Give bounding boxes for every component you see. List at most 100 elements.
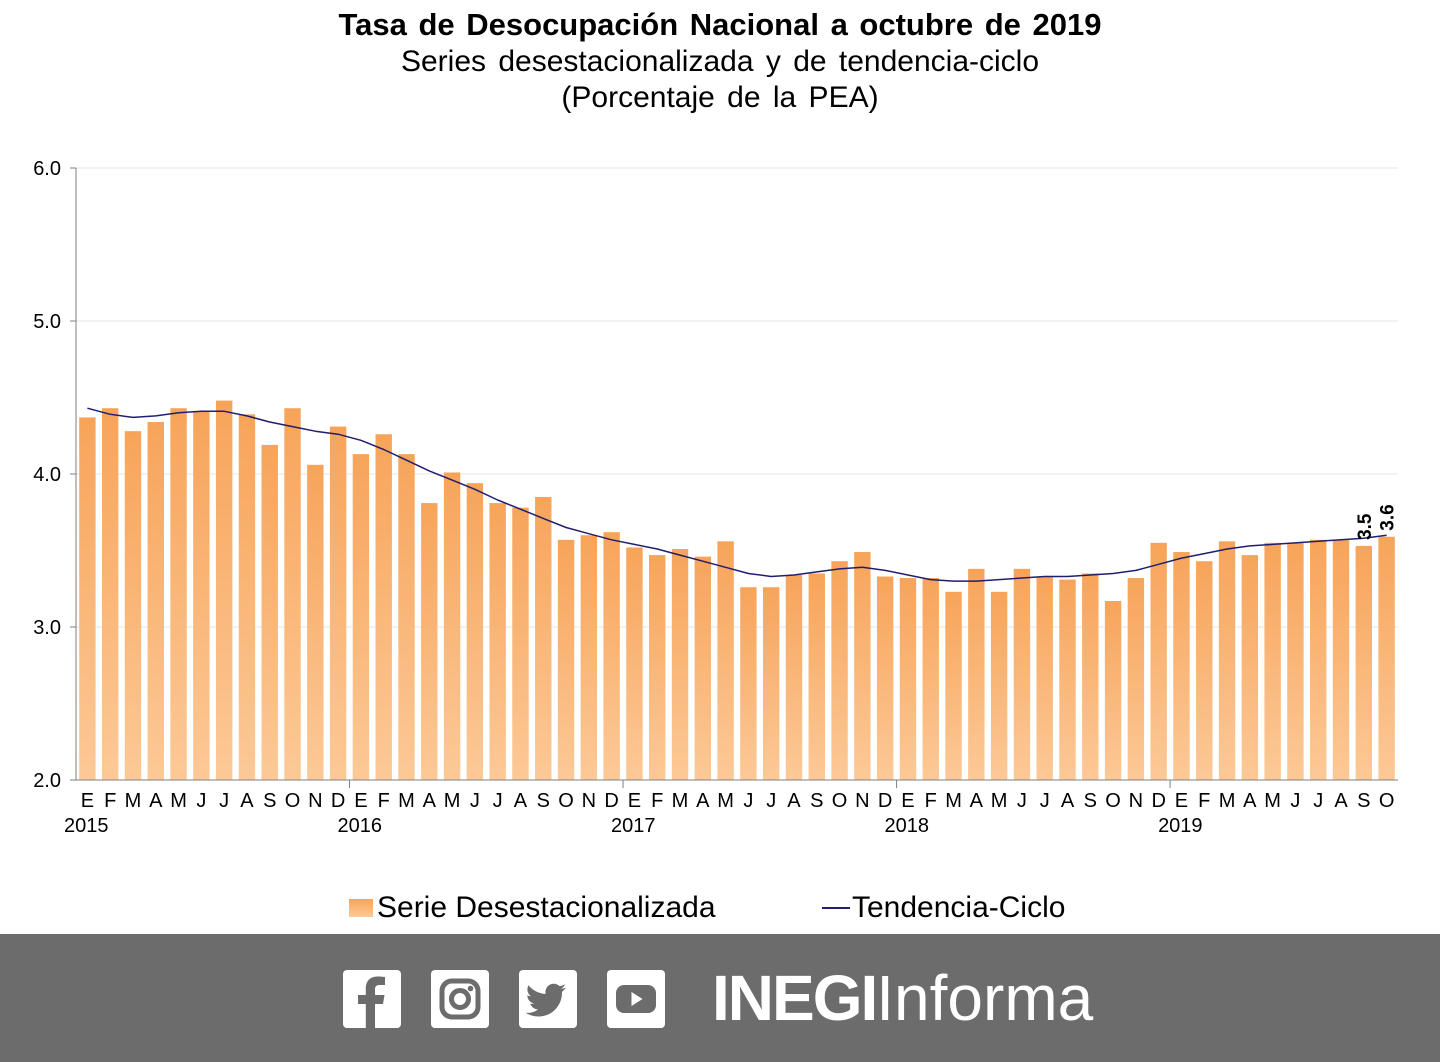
x-tick-label: A: [1243, 790, 1257, 812]
year-label: 2016: [338, 815, 383, 837]
twitter-icon[interactable]: [519, 970, 577, 1028]
x-tick-label: J: [196, 790, 206, 812]
bar: [1127, 578, 1145, 780]
bar: [329, 426, 347, 780]
x-tick-label: N: [855, 790, 869, 812]
data-labels: 3.5 3.6: [1355, 504, 1399, 540]
bar: [1218, 541, 1236, 780]
x-tick-label: O: [1379, 790, 1395, 812]
year-label: 2015: [64, 815, 109, 837]
bar: [831, 561, 848, 780]
y-tick-label: 6.0: [33, 158, 61, 180]
year-label: 2018: [885, 815, 930, 837]
x-tick-label: M: [1219, 790, 1236, 812]
y-tick-label: 4.0: [33, 464, 61, 486]
bar: [284, 408, 301, 780]
data-label: 3.5: [1355, 513, 1376, 540]
footer-bar: INEGIInforma: [0, 934, 1440, 1062]
legend-bar-swatch: [349, 899, 373, 917]
instagram-icon[interactable]: [431, 970, 489, 1028]
chart-subtitle: Series desestacionalizada y de tendencia…: [400, 45, 1040, 78]
bar-series: [79, 400, 1395, 780]
x-tick-label: A: [1061, 790, 1075, 812]
bar: [1310, 539, 1327, 780]
x-tick-label: M: [1264, 790, 1281, 812]
bar: [1241, 555, 1259, 780]
trend-line: [87, 407, 1387, 582]
bar: [1036, 576, 1053, 780]
bar: [580, 535, 598, 780]
bar: [101, 408, 119, 780]
x-tick-label: F: [1198, 790, 1210, 812]
unemployment-chart: 6.05.04.03.02.0E F M A M J J A S O N D E F M A M J J A S O N D E…: [33, 158, 1399, 837]
bar: [808, 573, 825, 780]
x-tick-label: O: [832, 790, 848, 812]
bar: [352, 454, 370, 780]
x-tick-label: D: [331, 790, 345, 812]
y-tick-label: 5.0: [33, 311, 61, 333]
x-tick-label: J: [1290, 790, 1300, 812]
x-tick-label: S: [1357, 790, 1370, 812]
x-tick-label: J: [1040, 790, 1050, 812]
bar: [466, 483, 484, 780]
x-tick-label: M: [991, 790, 1008, 812]
x-tick-label: S: [537, 790, 550, 812]
legend-line-swatch: [822, 907, 850, 909]
x-tick-label: S: [263, 790, 276, 812]
bar: [557, 539, 575, 780]
bar: [1378, 536, 1395, 780]
x-tick-label: F: [104, 790, 116, 812]
bar: [421, 503, 438, 780]
x-tick-label: D: [604, 790, 618, 812]
x-tick-label: M: [398, 790, 415, 812]
year-label: 2019: [1158, 815, 1203, 837]
x-tick-label: A: [1334, 790, 1348, 812]
bar: [79, 417, 96, 780]
x-tick-label: N: [582, 790, 596, 812]
bar: [398, 454, 415, 780]
x-tick-label: E: [354, 790, 367, 812]
brand-regular-text: Informa: [876, 962, 1094, 1034]
bar: [603, 532, 620, 780]
bar: [649, 555, 666, 780]
bar: [945, 591, 962, 780]
bar: [626, 547, 643, 780]
inegi-informa-logo: INEGIInforma: [712, 960, 1093, 1036]
bar: [694, 556, 712, 780]
x-tick-label: M: [170, 790, 187, 812]
x-tick-label: N: [308, 790, 322, 812]
year-label: 2017: [611, 815, 656, 837]
legend-bar-label: Serie Desestacionalizada: [377, 891, 716, 924]
bar: [489, 503, 506, 780]
x-tick-label: F: [925, 790, 937, 812]
x-tick-label: J: [219, 790, 229, 812]
bar: [238, 414, 256, 780]
x-tick-label: A: [423, 790, 437, 812]
x-tick-label: M: [125, 790, 142, 812]
x-tick-label: O: [558, 790, 574, 812]
chart-legend: Serie Desestacionalizada Tendencia-Ciclo: [0, 886, 1440, 930]
x-tick-label: F: [651, 790, 663, 812]
x-tick-label: D: [878, 790, 892, 812]
bar: [671, 548, 689, 780]
x-tick-label: D: [1151, 790, 1165, 812]
x-tick-label: J: [470, 790, 480, 812]
youtube-icon[interactable]: [607, 970, 665, 1028]
x-tick-label: J: [493, 790, 503, 812]
x-tick-label: A: [240, 790, 254, 812]
x-tick-label: J: [1313, 790, 1323, 812]
facebook-icon[interactable]: [343, 970, 401, 1028]
bar: [876, 576, 894, 780]
x-tick-label: E: [1175, 790, 1188, 812]
bar: [535, 496, 552, 780]
x-tick-label: A: [970, 790, 984, 812]
x-tick-label: E: [628, 790, 641, 812]
x-tick-label: M: [717, 790, 734, 812]
bar: [854, 552, 871, 780]
x-tick-label: A: [514, 790, 528, 812]
chart-unit-label: (Porcentaje de la PEA): [561, 81, 879, 114]
bar: [1150, 542, 1167, 780]
bar: [1332, 539, 1350, 780]
x-tick-label: A: [149, 790, 163, 812]
y-tick-label: 2.0: [33, 770, 61, 792]
